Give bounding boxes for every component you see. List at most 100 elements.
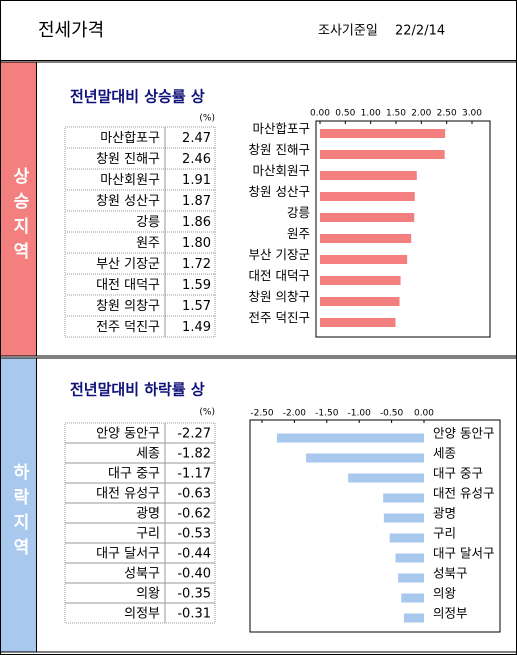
x-tick-label: 2.00 <box>411 109 431 119</box>
table-cell <box>164 315 216 338</box>
table-name: 세종 <box>136 447 160 462</box>
bar <box>401 593 424 603</box>
table-name: 안양 동안구 <box>96 427 160 442</box>
unit-label: (%) <box>199 114 215 124</box>
table-value: 1.91 <box>182 173 211 188</box>
bar <box>320 297 400 306</box>
x-tick-label: -2.00 <box>283 409 307 419</box>
bar <box>320 255 408 264</box>
table-value: -0.40 <box>177 567 211 582</box>
bar <box>389 533 424 543</box>
category-label: 안양 동안구 <box>433 426 494 441</box>
x-tick-label: 1.50 <box>386 109 406 119</box>
table-cell <box>164 602 216 624</box>
bar <box>348 473 424 483</box>
table-value: 1.72 <box>182 257 211 272</box>
table-value: 1.80 <box>182 236 211 251</box>
category-label: 창원 성산구 <box>249 184 310 199</box>
x-tick-label: -1.50 <box>315 409 339 419</box>
category-label: 원주 <box>287 226 310 241</box>
plot-area <box>249 419 501 633</box>
category-label: 대구 중구 <box>433 466 483 481</box>
table-name: 대구 중구 <box>108 467 160 482</box>
table-name: 구리 <box>136 527 160 542</box>
category-label: 부산 기장군 <box>249 247 310 262</box>
table-name: 전주 덕진구 <box>96 320 160 335</box>
bar <box>320 150 445 159</box>
table-name: 창원 의창구 <box>96 299 160 314</box>
table-value: 2.46 <box>182 152 211 167</box>
table-value: 1.87 <box>182 194 211 209</box>
table-name: 원주 <box>136 236 160 251</box>
table-name: 대전 대덕구 <box>96 278 160 293</box>
header-box <box>0 0 517 61</box>
table-name: 마산회원구 <box>100 173 160 188</box>
bar <box>320 318 396 327</box>
bar <box>398 573 424 583</box>
date-label: 조사기준일 <box>318 24 378 39</box>
bar <box>320 234 412 243</box>
bar <box>320 129 446 138</box>
category-label: 대전 유성구 <box>433 486 494 501</box>
x-tick-label: 0.00 <box>414 409 434 419</box>
table-name: 의정부 <box>124 607 160 622</box>
table-name: 광명 <box>136 507 160 522</box>
table-cell <box>64 315 166 338</box>
table-value: 1.57 <box>182 299 211 314</box>
bar <box>383 513 424 523</box>
table-value: 1.86 <box>182 215 211 230</box>
side-label: 상승지역 <box>9 167 29 267</box>
bar <box>320 213 415 222</box>
category-label: 광명 <box>433 506 456 521</box>
x-tick-label: 0.00 <box>310 109 330 119</box>
x-tick-label: -0.50 <box>380 409 404 419</box>
table-name: 부산 기장군 <box>96 257 160 272</box>
bar <box>320 192 415 201</box>
date: 22/2/14 <box>395 24 445 39</box>
table-name: 창원 진해구 <box>96 152 160 167</box>
category-label: 의왕 <box>433 586 457 601</box>
section-title: 전년말대비 상승률 상 <box>70 88 205 106</box>
category-label: 마산합포구 <box>252 121 310 136</box>
bar <box>306 453 424 463</box>
category-label: 성북구 <box>433 566 468 581</box>
table-value: -2.27 <box>177 427 211 442</box>
category-label: 대구 달서구 <box>433 546 494 561</box>
x-tick-label: 3.00 <box>462 109 482 119</box>
table-value: -0.35 <box>177 587 211 602</box>
table-value: 1.59 <box>182 278 211 293</box>
table-value: 1.49 <box>182 320 211 335</box>
bar <box>403 613 424 623</box>
category-label: 창원 진해구 <box>249 142 310 157</box>
table-name: 성북구 <box>124 567 160 582</box>
category-label: 마산회원구 <box>252 163 310 178</box>
side-band <box>0 61 37 357</box>
unit-label: (%) <box>199 408 215 418</box>
side-band <box>0 357 37 653</box>
table-value: -0.62 <box>177 507 211 522</box>
section-title: 전년말대비 하락률 상 <box>70 381 205 399</box>
table-value: -0.63 <box>177 487 211 502</box>
table-name: 창원 성산구 <box>96 194 160 209</box>
header-title: 전세가격 <box>38 20 104 41</box>
category-label: 전주 덕진구 <box>249 310 310 325</box>
table-name: 의왕 <box>136 587 160 602</box>
bar <box>276 433 424 443</box>
x-tick-label: 1.00 <box>361 109 381 119</box>
x-tick-label: -1.00 <box>348 409 372 419</box>
table-name: 마산합포구 <box>100 131 160 146</box>
table-name: 대전 유성구 <box>96 487 160 502</box>
table-value: -0.31 <box>177 607 211 622</box>
bar <box>320 171 417 180</box>
x-tick-label: 2.50 <box>437 109 457 119</box>
x-tick-label: -2.50 <box>250 409 274 419</box>
table-name: 대구 달서구 <box>96 547 160 562</box>
bar <box>320 276 401 285</box>
category-label: 세종 <box>433 446 456 461</box>
table-value: 2.47 <box>182 131 211 146</box>
side-label: 하락지역 <box>9 463 29 563</box>
table-value: -1.17 <box>177 467 211 482</box>
bar <box>395 553 424 563</box>
table-value: -0.44 <box>177 547 211 562</box>
